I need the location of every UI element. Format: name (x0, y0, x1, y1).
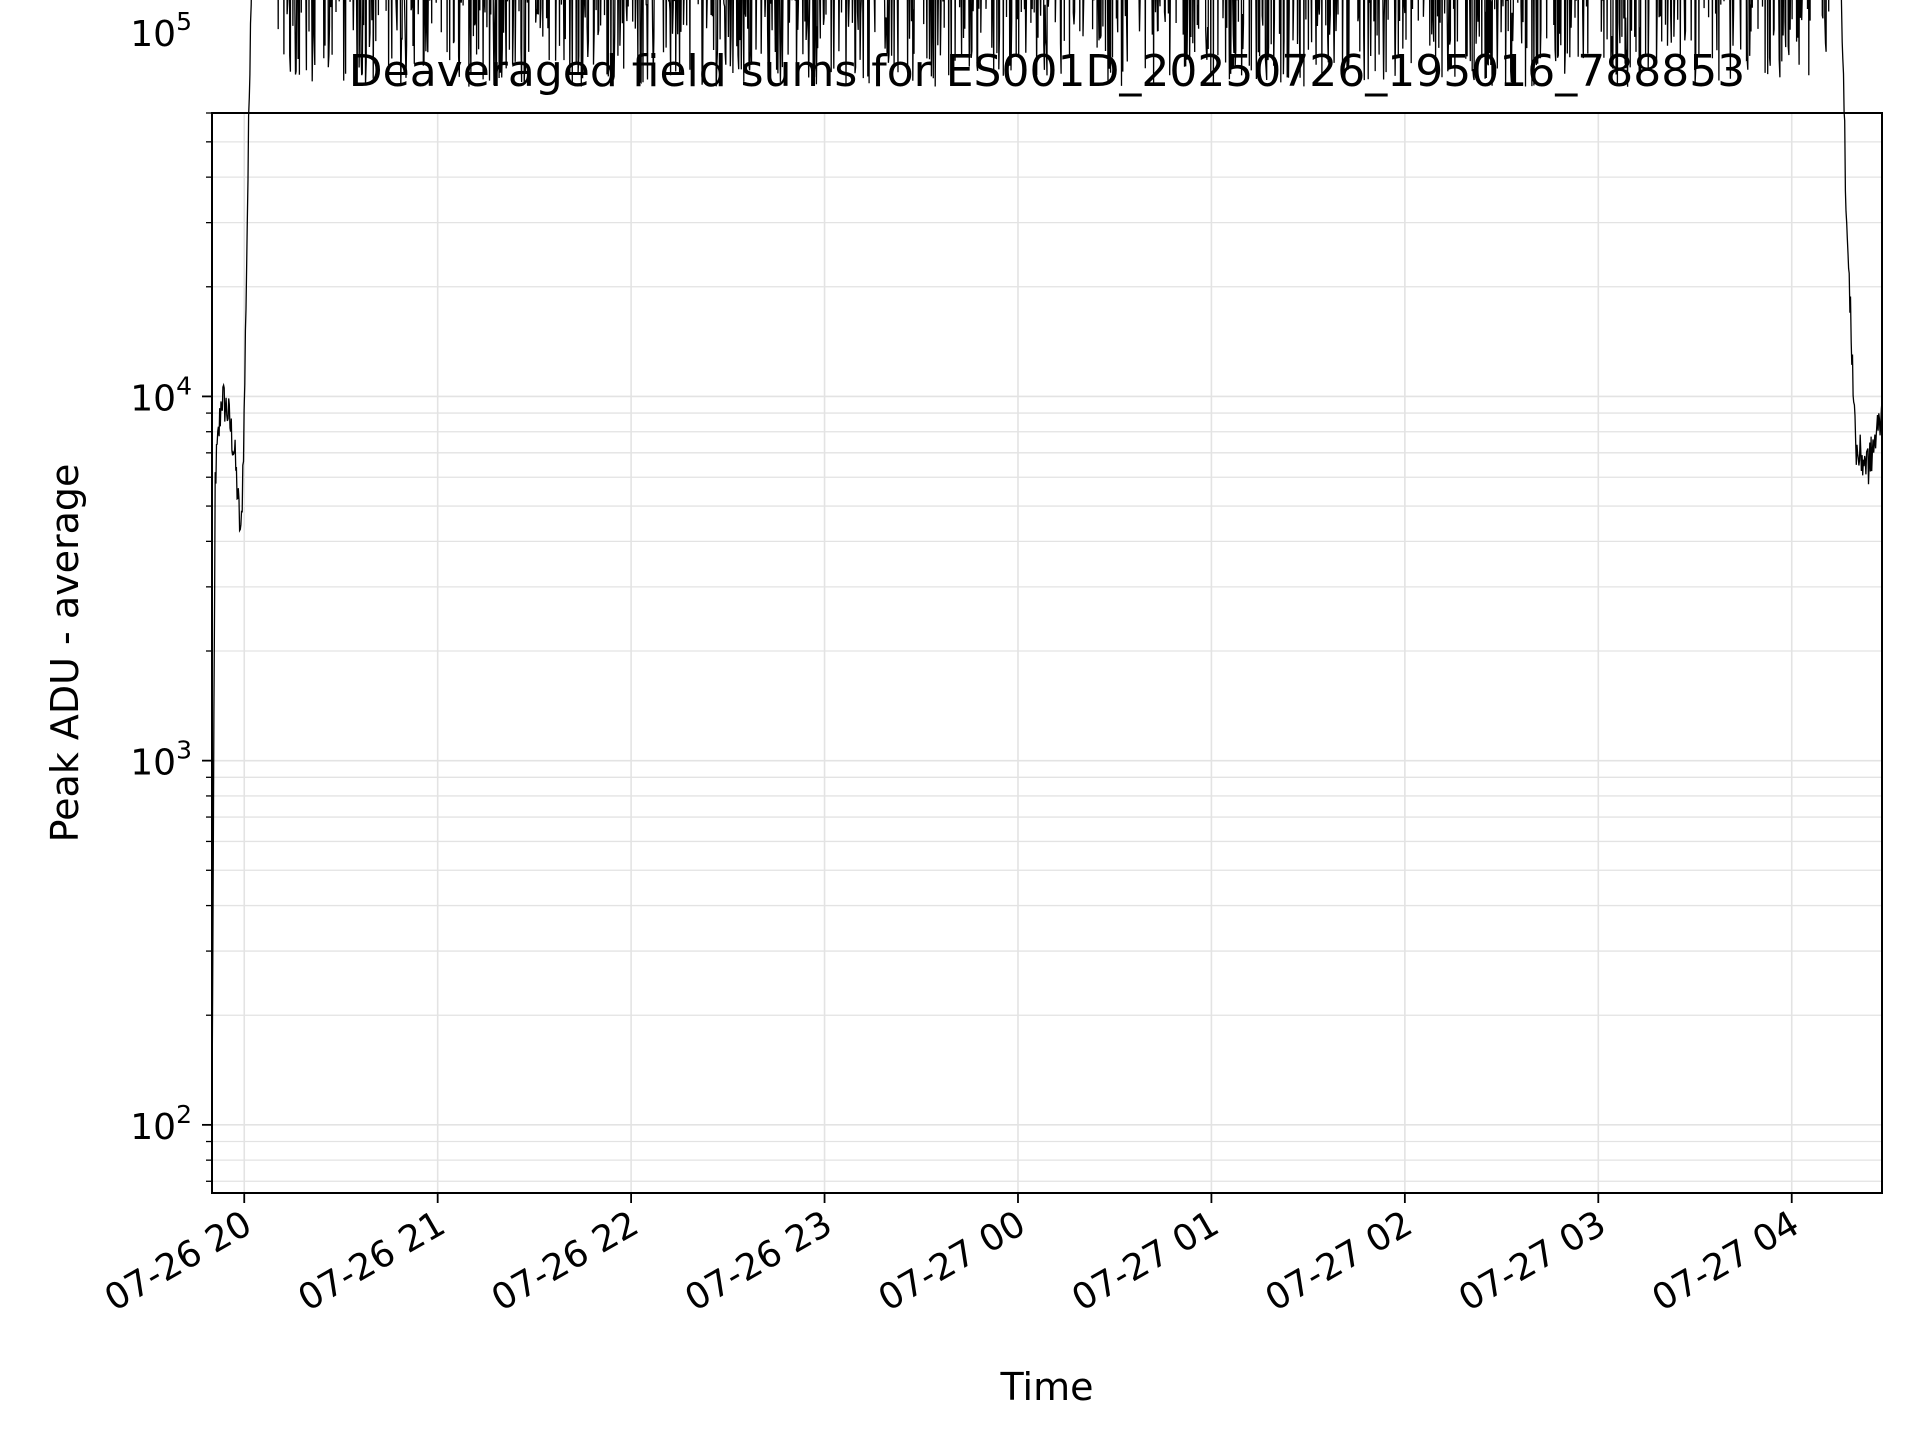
y-axis-label: Peak ADU - average (43, 464, 87, 843)
grid (212, 112, 1882, 1193)
y-tick-label: 104 (130, 371, 192, 419)
y-tick-label: 105 (130, 7, 192, 55)
y-tick-label: 102 (130, 1100, 192, 1148)
chart-title: Deaveraged field sums for ES001D_2025072… (349, 46, 1745, 97)
data-series (211, 0, 1883, 1111)
y-tick-exponent: 2 (176, 1100, 192, 1129)
y-tick-base: 10 (130, 1107, 176, 1148)
plot-frame (211, 112, 1883, 1194)
y-tick-label: 103 (130, 736, 192, 784)
x-axis-label: Time (1000, 1365, 1094, 1409)
y-tick-exponent: 3 (176, 736, 192, 765)
y-axis-ticks: 102103104105106 (130, 7, 212, 1182)
y-tick-exponent: 5 (176, 7, 192, 36)
y-tick-base: 10 (130, 743, 176, 784)
y-tick-exponent: 4 (176, 371, 192, 400)
y-tick-base: 10 (130, 378, 176, 419)
y-tick-base: 10 (130, 14, 176, 55)
series-line (211, 0, 1883, 1111)
